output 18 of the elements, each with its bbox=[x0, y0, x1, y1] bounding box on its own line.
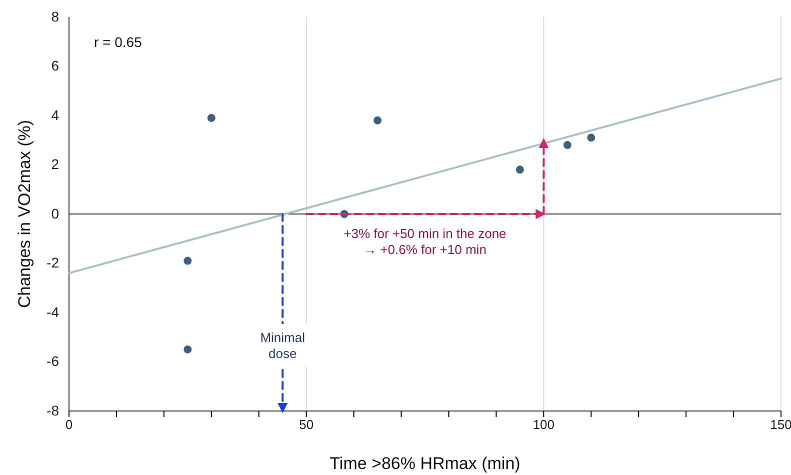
annotation: Minimal dose bbox=[260, 330, 306, 362]
y-tick-label: -8 bbox=[46, 402, 60, 418]
x-tick-label: 0 bbox=[65, 417, 73, 432]
annotation: r = 0.65 bbox=[94, 34, 142, 50]
y-axis-title: Changes in VO2max (%) bbox=[15, 120, 34, 308]
y-tick-label: 4 bbox=[51, 106, 60, 123]
x-axis-title: Time >86% HRmax (min) bbox=[330, 454, 520, 473]
y-tick-label: -4 bbox=[46, 304, 60, 320]
x-tick-label: 50 bbox=[299, 417, 314, 432]
y-tick-label: 0 bbox=[51, 205, 60, 222]
x-tick-label: 100 bbox=[532, 417, 555, 432]
x-tick-label: 150 bbox=[770, 417, 791, 432]
y-tick-label: 6 bbox=[51, 58, 60, 74]
y-tick-label: 8 bbox=[51, 8, 60, 24]
y-tick-label: -2 bbox=[46, 254, 60, 271]
y-tick-label: 2 bbox=[51, 156, 60, 172]
annotation: +3% for +50 min in the zone → +0.6% for +10 min bbox=[344, 226, 506, 257]
y-tick-label: -6 bbox=[46, 353, 60, 370]
